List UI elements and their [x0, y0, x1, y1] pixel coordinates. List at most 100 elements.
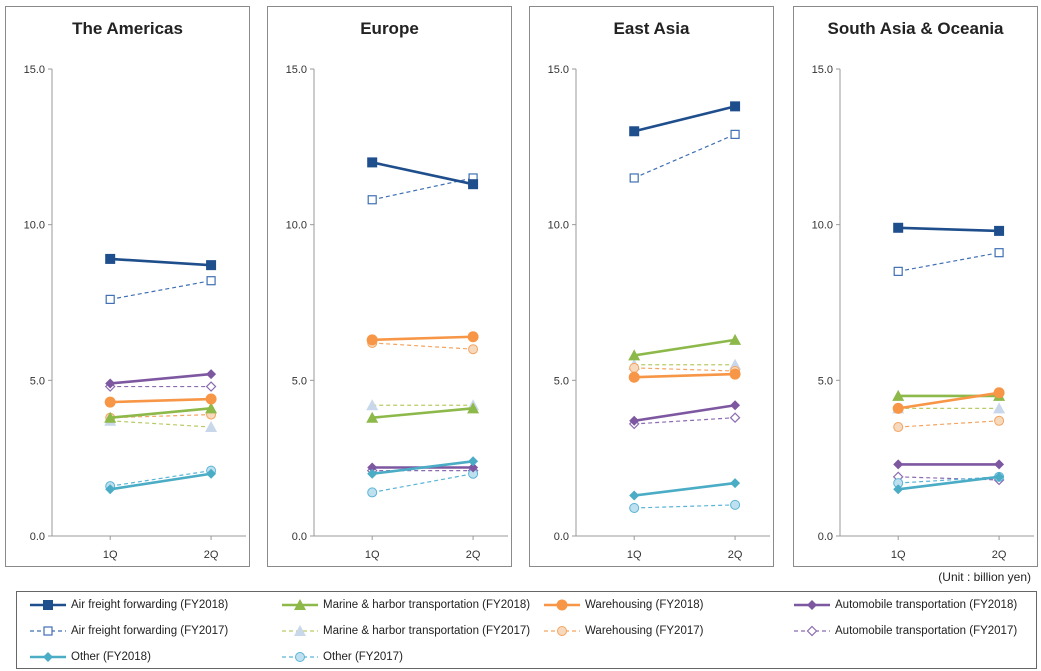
y-tick-label: 15.0	[24, 64, 45, 76]
legend-label: Other (FY2017)	[323, 651, 403, 663]
data-point-other18	[730, 478, 741, 489]
series-line-other17	[634, 504, 736, 509]
series-line-other17	[372, 473, 474, 494]
data-point-air18	[730, 101, 741, 112]
data-point-auto17	[205, 381, 217, 392]
line-chart-svg: 0.0 5.0 10.0 15.0 1Q 2Q	[812, 64, 1034, 561]
legend-item-ware17: Warehousing (FY2017)	[543, 622, 703, 640]
data-point-ware18	[205, 393, 217, 405]
legend-swatch	[794, 625, 830, 637]
data-point-auto17	[729, 412, 741, 424]
series-line-auto18	[110, 372, 212, 385]
legend-label: Other (FY2018)	[71, 651, 151, 663]
data-point-auto18	[730, 400, 741, 411]
series-line-air17	[110, 280, 212, 300]
data-point-other18	[994, 471, 1005, 482]
data-point-air18	[468, 179, 479, 190]
x-tick-label: 1Q	[365, 549, 380, 561]
unit-label: (Unit : billion yen)	[938, 570, 1031, 584]
legend-marker	[43, 600, 53, 610]
line-chart-svg: 0.0 5.0 10.0 15.0 1Q 2Q	[548, 64, 770, 561]
series-line-ware17	[898, 420, 1000, 428]
series-line-other17	[110, 470, 212, 487]
legend-label: Automobile transportation (FY2018)	[835, 599, 1018, 611]
x-tick-label: 1Q	[891, 549, 906, 561]
data-point-air18	[105, 253, 116, 264]
data-point-other17	[367, 487, 378, 498]
series-line-marine18	[110, 407, 212, 419]
chart-title: Europe	[360, 19, 419, 38]
legend-item-auto18: Automobile transportation (FY2018)	[793, 596, 1017, 614]
legend-marker	[557, 626, 567, 636]
data-point-marine18	[467, 402, 480, 414]
y-tick-label: 10.0	[24, 220, 45, 232]
series-line-other18	[372, 459, 474, 476]
legend-item-other18: Other (FY2018)	[29, 648, 151, 666]
data-point-ware18	[993, 387, 1005, 399]
data-point-air17	[994, 248, 1004, 258]
legend-label: Automobile transportation (FY2017)	[835, 625, 1018, 637]
data-point-marine18	[729, 333, 742, 345]
legend-marker	[806, 625, 818, 637]
y-tick-label: 5.0	[818, 375, 833, 387]
data-point-ware17	[893, 422, 904, 433]
data-point-air17	[105, 294, 115, 304]
data-point-other17	[730, 499, 741, 510]
legend-label: Warehousing (FY2018)	[585, 599, 704, 611]
series-line-ware18	[634, 372, 736, 379]
data-point-air18	[367, 157, 378, 168]
y-tick-label: 10.0	[286, 220, 307, 232]
data-point-auto18	[468, 462, 479, 473]
chart-panel: South Asia & Oceania 0.0 5.0 10.0 15.0 1Q 2Q	[793, 6, 1038, 567]
series-line-marine18	[634, 338, 736, 357]
y-tick-label: 10.0	[812, 220, 833, 232]
chart-panel: Europe 0.0 5.0 10.0 15.0 1Q 2Q	[267, 6, 512, 567]
series-line-other18	[634, 481, 736, 497]
chart-title: East Asia	[613, 19, 690, 38]
legend-swatch	[544, 626, 580, 636]
legend-marker	[807, 600, 817, 610]
series-line-other18	[898, 475, 1000, 491]
y-tick-label: 5.0	[554, 375, 569, 387]
legend-label: Air freight forwarding (FY2018)	[71, 599, 229, 611]
x-tick-label: 2Q	[204, 549, 219, 561]
legend-item-ware18: Warehousing (FY2018)	[543, 596, 703, 614]
data-point-air18	[893, 222, 904, 233]
legend-swatch	[282, 599, 318, 610]
legend: Air freight forwarding (FY2018) Marine & …	[16, 591, 1037, 669]
legend-marker	[43, 626, 53, 636]
data-point-air18	[629, 126, 640, 137]
series-line-air18	[371, 161, 474, 186]
data-point-other18	[367, 468, 378, 479]
line-chart-svg: 0.0 5.0 10.0 15.0 1Q 2Q	[286, 64, 508, 561]
x-tick-label: 1Q	[627, 549, 642, 561]
y-tick-label: 0.0	[554, 531, 569, 543]
legend-item-air18: Air freight forwarding (FY2018)	[29, 596, 228, 614]
data-point-air18	[994, 225, 1005, 236]
series-line-air17	[898, 252, 1000, 272]
x-tick-label: 2Q	[466, 549, 481, 561]
chart-title: South Asia & Oceania	[827, 19, 1004, 38]
legend-item-auto17: Automobile transportation (FY2017)	[793, 622, 1017, 640]
series-line-ware17	[372, 342, 474, 350]
legend-marker	[294, 625, 306, 636]
line-chart-svg: 0.0 5.0 10.0 15.0 1Q 2Q	[24, 64, 246, 561]
data-point-ware17	[629, 362, 640, 373]
y-tick-label: 10.0	[548, 220, 569, 232]
y-tick-label: 15.0	[812, 64, 833, 76]
data-point-auto18	[994, 459, 1005, 470]
series-line-air18	[633, 105, 736, 133]
data-point-ware18	[104, 396, 116, 408]
data-point-other18	[468, 456, 479, 467]
data-point-ware17	[994, 415, 1005, 426]
data-point-marine18	[104, 411, 117, 423]
data-point-air17	[893, 266, 903, 276]
series-line-ware17	[634, 367, 736, 372]
legend-swatch	[30, 600, 66, 610]
series-line-air17	[633, 133, 736, 179]
data-point-marine18	[628, 349, 641, 361]
data-point-auto18	[105, 378, 116, 389]
y-tick-label: 15.0	[548, 64, 569, 76]
data-point-marine18	[892, 389, 905, 401]
legend-marker	[43, 652, 53, 662]
